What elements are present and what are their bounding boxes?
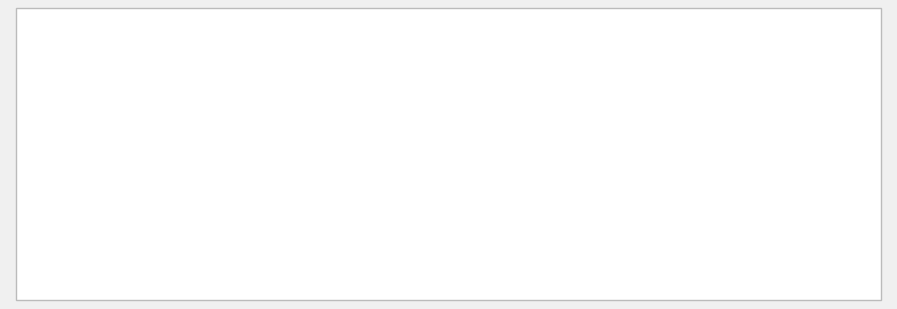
Text: NOTE: Enter the exact answer.: NOTE: Enter the exact answer. [38, 202, 335, 220]
Text: $V$: $V$ [38, 255, 57, 277]
Text: octant bounded by the coordinate planes and the plane: octant bounded by the coordinate planes … [38, 93, 623, 112]
Text: Use a triple integral to find the volume of the solid in the first: Use a triple integral to find the volume… [38, 32, 695, 51]
Text: $=$: $=$ [78, 255, 100, 277]
Text: $27x + 54y + 4z = 216.$: $27x + 54y + 4z = 216.$ [38, 151, 263, 176]
FancyBboxPatch shape [109, 241, 396, 295]
